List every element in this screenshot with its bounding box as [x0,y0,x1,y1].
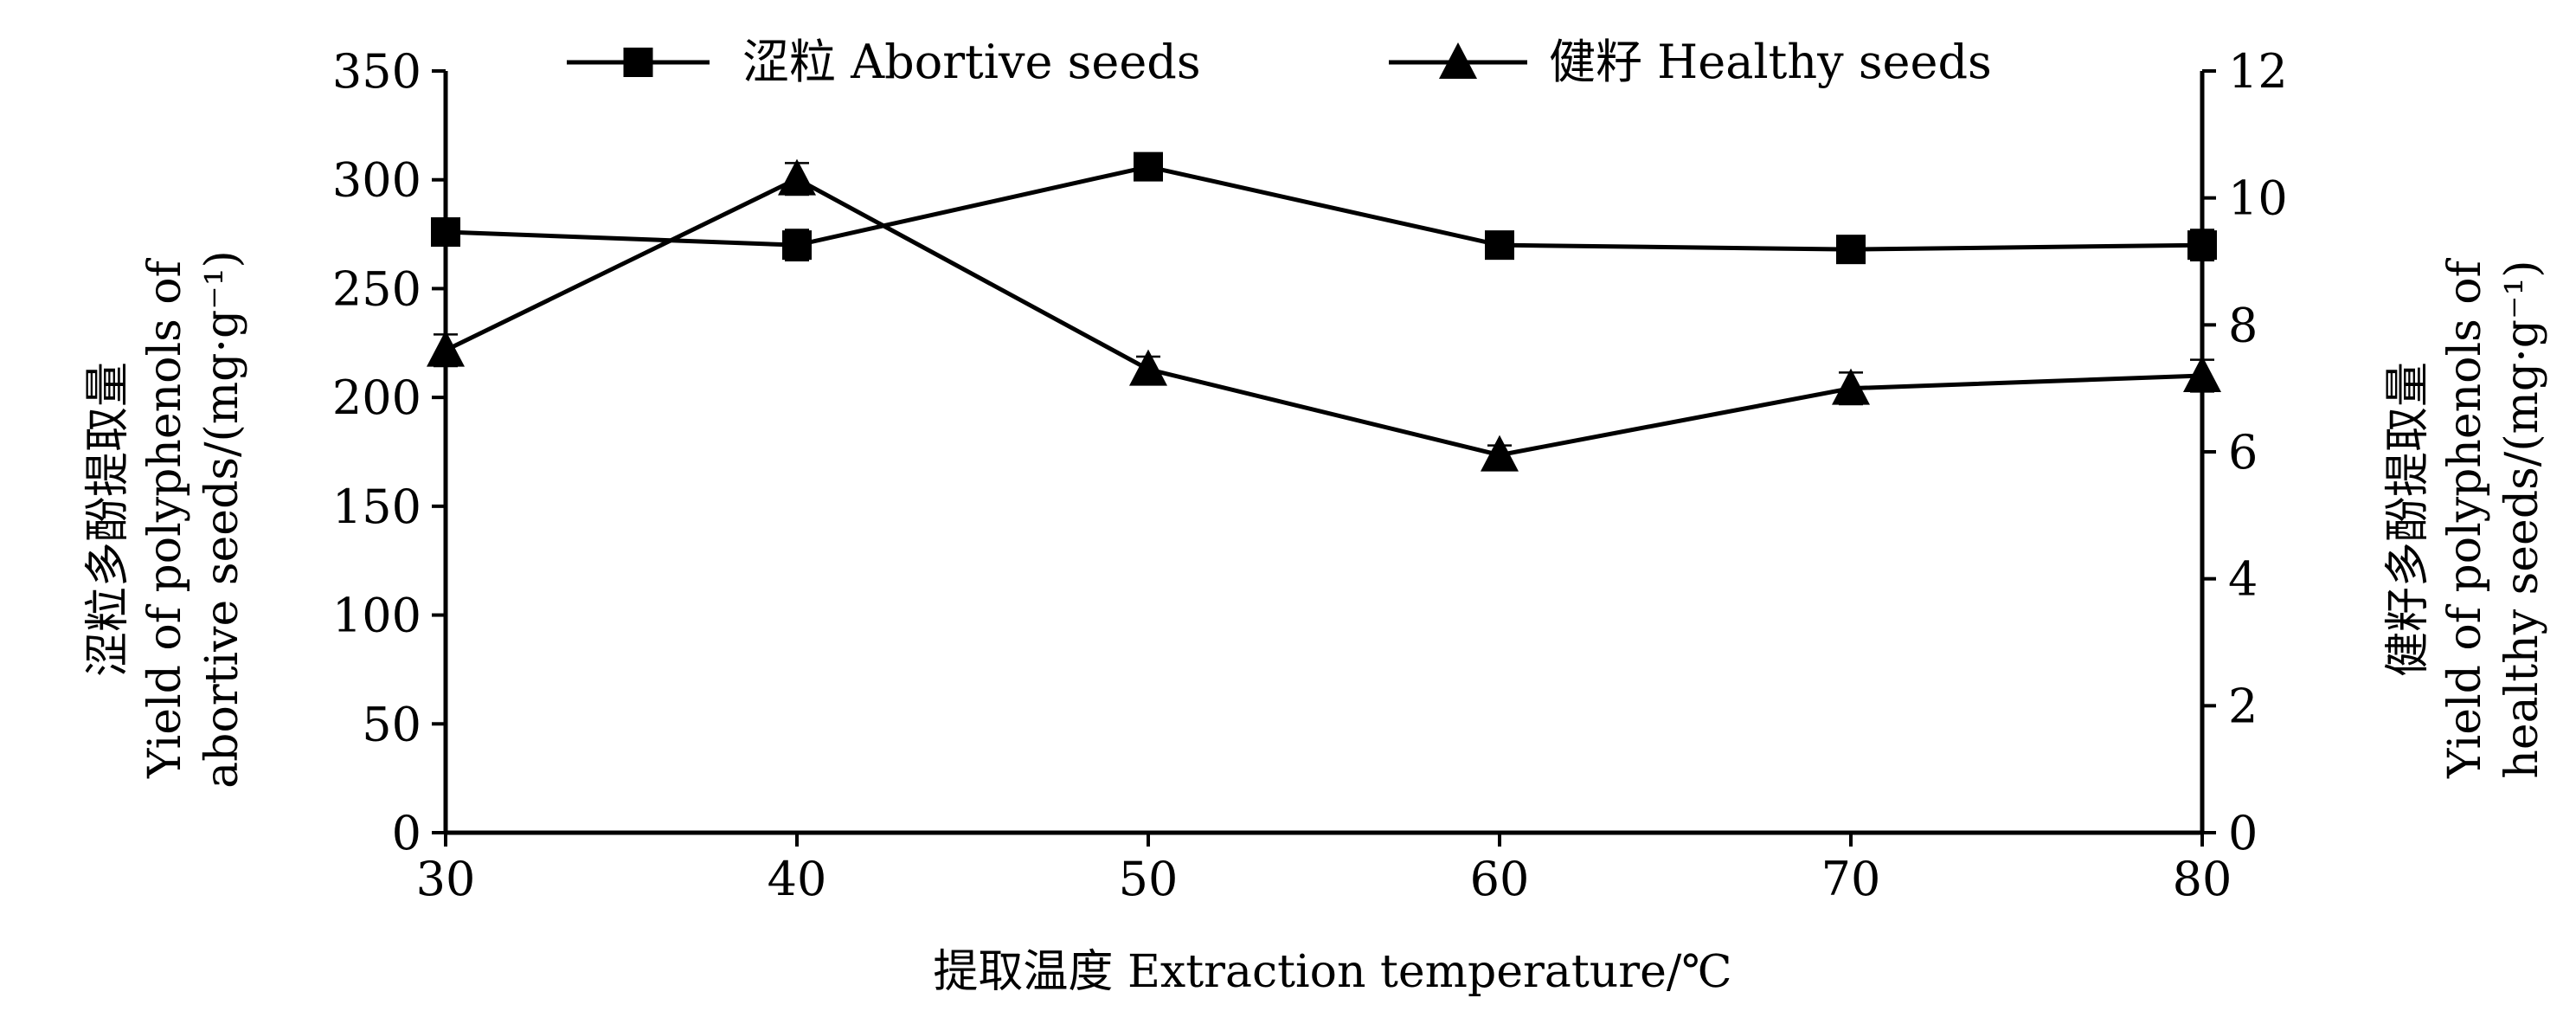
data-point [2183,356,2221,392]
data-point [782,230,812,261]
right-y-tick-label: 6 [2228,425,2258,480]
data-point [2187,230,2217,261]
right-y-tick-label: 10 [2228,171,2288,226]
series-2 [427,158,2221,472]
legend-label: 健籽 Healthy seeds [1549,35,1992,89]
x-tick-label: 50 [1119,852,1179,906]
right-y-tick-label: 12 [2228,44,2288,99]
left-y-tick-label: 100 [332,589,421,643]
data-point [1481,435,1519,472]
left-y-tick-label: 0 [392,806,421,860]
right-axis-title-line-1: 健籽多酚提取量 [2382,362,2434,677]
left-y-tick-label: 150 [332,480,421,534]
right-axis-title-line-3: healthy seeds/(mg·g⁻¹) [2496,260,2548,778]
left-y-tick-label: 350 [332,44,421,99]
data-point [1832,368,1870,405]
legend: 涩粒 Abortive seeds 健籽 Healthy seeds [567,35,1992,89]
data-point [1134,151,1163,182]
left-axis-title-line-3: abortive seeds/(mg·g⁻¹) [196,250,248,789]
series-line [444,176,2203,458]
right-axis-title: 健籽多酚提取量 Yield of polyphenols of healthy … [2382,257,2548,778]
x-tick-label: 60 [1470,852,1530,906]
x-axis-title: 提取温度 Extraction temperature/℃ [933,946,1731,998]
left-axis-title-line-1: 涩粒多酚提取量 [82,362,134,677]
x-tick-label: 80 [2173,852,2232,906]
left-y-tick-label: 250 [332,261,421,316]
legend-marker [1439,42,1477,79]
data-point [1129,349,1167,386]
left-y-tick-label: 200 [332,370,421,425]
x-tick-label: 70 [1821,852,1881,906]
left-y-tick-label: 50 [362,697,421,751]
right-y-tick-label: 2 [2228,679,2258,733]
legend-marker [623,48,653,77]
series-1 [431,151,2217,265]
legend-entry-2: 健籽 Healthy seeds [1389,35,1992,89]
right-y-tick-label: 8 [2228,298,2258,352]
data-point [427,330,465,367]
left-y-tick-label: 300 [332,153,421,208]
left-axis-title-line-2: Yield of polyphenols of [139,257,191,778]
data-point [778,158,816,196]
right-axis-title-line-2: Yield of polyphenols of [2439,257,2491,778]
data-point [431,217,460,248]
right-y-tick-label: 4 [2228,552,2258,607]
axes [443,71,2205,835]
legend-entry-1: 涩粒 Abortive seeds [567,35,1201,89]
left-axis-title: 涩粒多酚提取量 Yield of polyphenols of abortive… [82,250,248,789]
legend-label: 涩粒 Abortive seeds [742,35,1201,89]
ticks: 30 40 50 60 70 800501001502002503003500246810… [332,44,2288,906]
data-point [1485,230,1514,261]
x-tick-label: 40 [768,852,827,906]
x-tick-label: 30 [416,852,476,906]
right-y-tick-label: 0 [2228,806,2258,860]
series-line [445,164,2203,252]
series-layer [427,151,2221,472]
data-point [1836,235,1866,265]
